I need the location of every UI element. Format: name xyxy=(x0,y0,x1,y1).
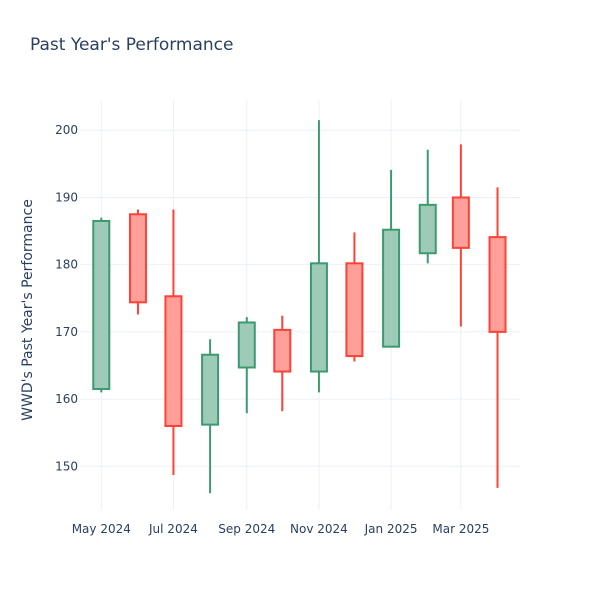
candle-body xyxy=(309,262,328,373)
candle-increasing xyxy=(92,217,111,393)
x-tick-label: Jul 2024 xyxy=(148,522,198,536)
candle-body xyxy=(451,196,470,249)
candle-body xyxy=(418,203,437,255)
x-tick-label: Jan 2025 xyxy=(364,522,418,536)
candle-body xyxy=(488,236,507,333)
y-tick-label: 190 xyxy=(55,190,78,204)
candle-body xyxy=(92,219,111,391)
candle-decreasing xyxy=(128,209,147,315)
x-axis-ticks: May 2024 Jul 2024 Sep 2024 Nov 2024 Jan 2025… xyxy=(72,522,490,536)
candle-body xyxy=(201,353,220,426)
x-tick-label: Mar 2025 xyxy=(432,522,489,536)
candle-increasing xyxy=(309,120,328,393)
candle-increasing xyxy=(418,149,437,264)
candle-decreasing xyxy=(164,209,183,476)
y-axis-label: WWD's Past Year's Performance xyxy=(20,199,36,421)
candle-increasing xyxy=(201,339,220,494)
y-tick-label: 170 xyxy=(55,325,78,339)
candles xyxy=(92,120,507,494)
x-tick-label: May 2024 xyxy=(72,522,131,536)
y-axis-ticks: 150 160 170 180 190 200 xyxy=(55,123,78,473)
candle-increasing xyxy=(382,169,401,348)
y-tick-label: 150 xyxy=(55,459,78,473)
chart-title: Past Year's Performance xyxy=(30,35,234,55)
candle-body xyxy=(382,228,401,348)
candle-body xyxy=(273,328,292,373)
candle-body xyxy=(237,321,256,369)
y-tick-label: 160 xyxy=(55,392,78,406)
candle-body xyxy=(345,262,364,358)
y-tick-label: 200 xyxy=(55,123,78,137)
candle-decreasing xyxy=(345,232,364,362)
x-tick-label: Sep 2024 xyxy=(218,522,275,536)
y-tick-label: 180 xyxy=(55,258,78,272)
x-tick-label: Nov 2024 xyxy=(290,522,348,536)
candle-increasing xyxy=(237,317,256,414)
candle-decreasing xyxy=(451,144,470,327)
candle-body xyxy=(164,295,183,427)
candle-body xyxy=(128,213,147,304)
candle-decreasing xyxy=(488,187,507,488)
candle-decreasing xyxy=(273,315,292,412)
